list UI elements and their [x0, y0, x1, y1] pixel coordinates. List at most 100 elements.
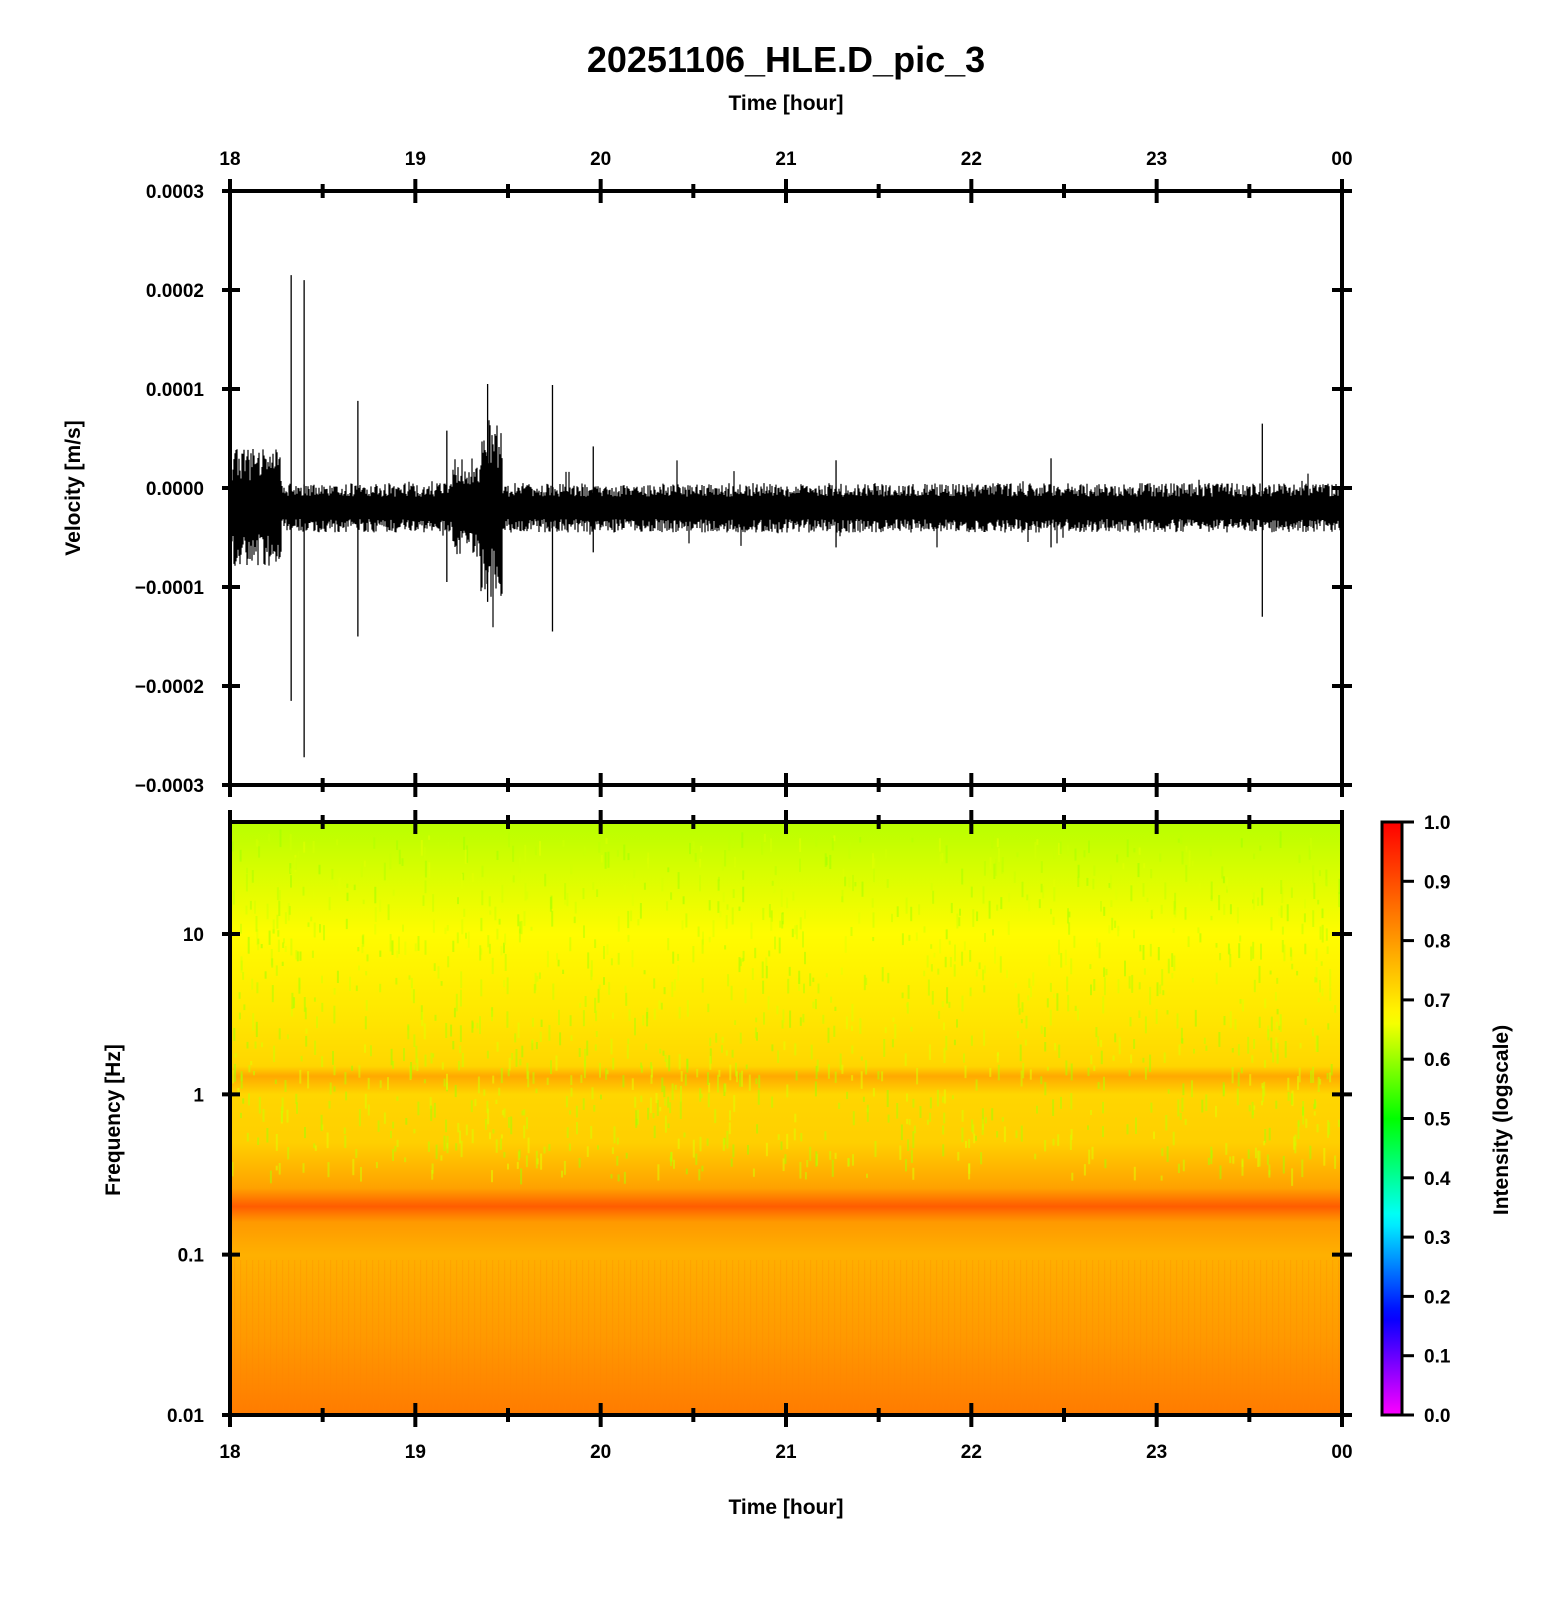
spectrogram-speckle: [1114, 920, 1117, 928]
spectrogram-speckle: [303, 841, 306, 853]
spectrogram-speckle: [433, 1102, 436, 1118]
spectrogram-speckle: [1291, 1168, 1294, 1186]
spectrogram-speckle: [366, 954, 369, 962]
spectrogram-speckle: [736, 1071, 738, 1083]
spectrogram-speckle: [1276, 1054, 1279, 1064]
spectrogram-speckle: [377, 1120, 380, 1132]
spectrogram-speckle: [1053, 887, 1056, 902]
spectrogram-speckle: [730, 1158, 733, 1167]
spectrogram-speckle: [1077, 864, 1080, 878]
spectrogram-speckle: [724, 1083, 727, 1092]
spectrogram-speckle: [1020, 1019, 1023, 1024]
spectrogram-speckle: [479, 1016, 481, 1035]
spectrogram-speckle: [671, 1083, 674, 1100]
spectrogram-speckle: [576, 1121, 578, 1135]
spectrogram-speckle: [1259, 845, 1262, 851]
spectrogram-speckle: [865, 977, 868, 985]
spectrogram-speckle: [1097, 1036, 1100, 1047]
spectrogram-speckle: [474, 1098, 477, 1107]
spectrogram-speckle: [943, 1089, 946, 1104]
spectrogram-speckle: [290, 1006, 293, 1017]
spectrogram-speckle: [991, 1108, 994, 1121]
spectrogram-speckle: [1301, 1159, 1304, 1178]
spectrogram-speckle: [355, 985, 358, 992]
spectrogram-speckle: [491, 957, 494, 975]
spectrogram-speckle: [445, 1119, 448, 1133]
spectrogram-speckle: [616, 1156, 619, 1166]
colorbar-tick-label: 0.6: [1424, 1050, 1450, 1071]
velocity-x-tick-label: 18: [219, 149, 240, 170]
spectrogram-speckle: [945, 929, 948, 940]
spectrogram-speckle: [424, 880, 427, 894]
velocity-x-tick-label: 19: [405, 149, 426, 170]
spectrogram-speckle: [1258, 1150, 1261, 1167]
spectrogram-speckle: [1008, 893, 1011, 902]
spectrogram-speckle: [457, 897, 459, 905]
spectrogram-speckle: [328, 897, 331, 911]
spectrogram-speckle: [1320, 961, 1323, 966]
spectrogram-speckle: [508, 832, 510, 848]
spectrogram-speckle: [959, 908, 961, 916]
spectrogram-speckle: [485, 1119, 487, 1130]
spectrogram-speckle: [761, 839, 764, 855]
spectrogram-speckle: [639, 903, 642, 919]
spectrogram-speckle: [1090, 1055, 1093, 1065]
spectrogram-speckle: [1177, 1099, 1180, 1117]
spectrogram-speckle: [305, 1028, 308, 1034]
spectrogram-speckle: [569, 937, 572, 952]
spectrogram-speckle: [1178, 1044, 1181, 1056]
spectrogram-speckle: [435, 1144, 438, 1160]
spectrogram-speckle: [1276, 977, 1279, 984]
spectrogram-speckle: [1162, 990, 1165, 996]
spectrogram-speckle: [594, 939, 597, 948]
spectrogram-speckle: [625, 992, 628, 1006]
spectrogram-speckle: [627, 910, 630, 929]
spectrogram-speckle: [254, 1041, 257, 1049]
spectrogram-speckle: [1270, 917, 1273, 931]
spectrogram-speckle: [232, 1070, 235, 1084]
spectrogram-speckle: [852, 1111, 855, 1126]
spectrogram-speckle: [663, 1085, 666, 1098]
spectrogram-speckle: [595, 1031, 598, 1037]
spectrogram-speckle: [786, 1133, 789, 1150]
spectrogram-speckle: [1226, 877, 1229, 890]
spectrogram-speckle: [1182, 1159, 1185, 1172]
spectrogram-speckle: [463, 908, 466, 917]
spectrogram-speckle: [1338, 891, 1341, 908]
spectrogram-speckle: [1150, 1102, 1153, 1113]
spectrogram-speckle: [242, 971, 245, 980]
spectrogram-speckle: [1133, 848, 1136, 853]
spectrogram-speckle: [525, 1155, 528, 1168]
spectrogram-speckle: [1133, 1166, 1136, 1181]
spectrogram-speckle: [982, 969, 985, 981]
spectrogram-y-tick-label: 0.01: [167, 1406, 204, 1427]
spectrogram-speckle: [1160, 904, 1163, 914]
spectrogram-speckle: [231, 1162, 234, 1177]
spectrogram-speckle: [268, 930, 271, 945]
spectrogram-speckle: [346, 883, 349, 888]
spectrogram-speckle: [261, 1042, 263, 1048]
spectrogram-speckle: [970, 1035, 973, 1046]
spectrogram-speckle: [1326, 1073, 1329, 1080]
spectrogram-speckle: [642, 1015, 645, 1026]
spectrogram-speckle: [256, 982, 259, 994]
spectrogram-speckle: [1253, 1039, 1256, 1049]
spectrogram-speckle: [458, 1060, 460, 1071]
spectrogram-speckle: [1304, 1018, 1307, 1025]
spectrogram-speckle: [310, 916, 313, 922]
spectrogram-speckle: [996, 838, 999, 848]
spectrogram-speckle: [633, 869, 636, 879]
spectrogram-speckle: [586, 1040, 589, 1056]
spectrogram-speckle: [791, 928, 794, 938]
spectrogram-speckle: [1257, 897, 1260, 906]
spectrogram-speckle: [1241, 1158, 1244, 1167]
spectrogram-speckle: [1205, 1045, 1208, 1051]
spectrogram-speckle: [649, 1097, 652, 1113]
spectrogram-speckle: [500, 1068, 503, 1084]
spectrogram-speckle: [700, 1093, 703, 1099]
spectrogram-speckle: [913, 1125, 916, 1134]
spectrogram-speckle: [984, 1117, 987, 1124]
spectrogram-speckle: [624, 884, 626, 894]
spectrogram-speckle: [597, 988, 600, 1003]
spectrogram-speckle: [379, 950, 382, 957]
